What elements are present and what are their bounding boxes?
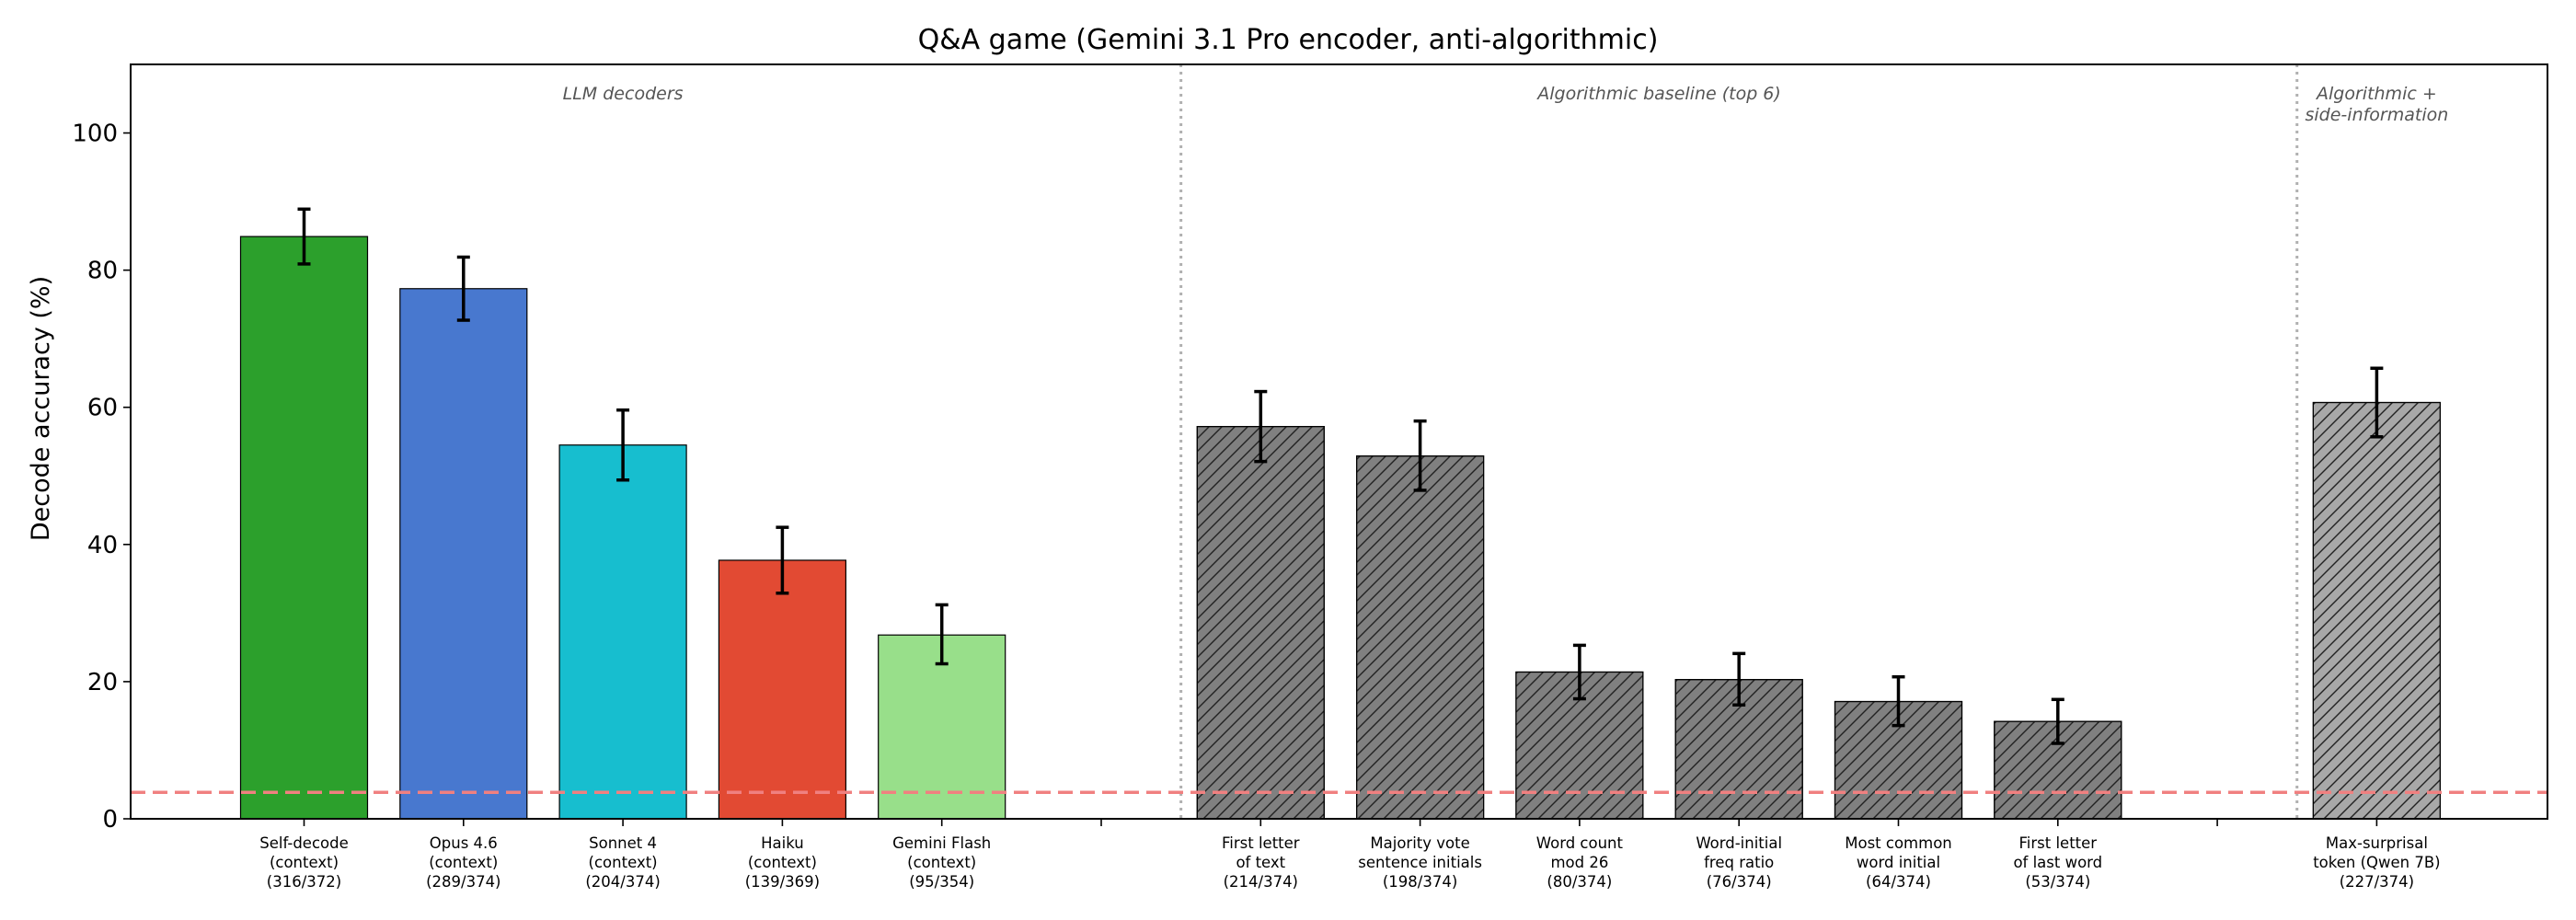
y-tick-label: 0 <box>102 806 118 834</box>
x-tick-label: Haiku (context) (139/369) <box>745 834 820 891</box>
bar <box>558 444 687 820</box>
bar-hatch <box>1196 426 1325 820</box>
x-tick-label: Max-surprisal token (Qwen 7B) (227/374) <box>2313 834 2440 891</box>
bar <box>399 288 528 820</box>
bar <box>239 236 369 820</box>
y-tick-label: 80 <box>87 258 118 285</box>
x-tick-label: First letter of text (214/374) <box>1222 834 1300 891</box>
y-tick-label: 100 <box>72 121 118 148</box>
x-tick-label: Most common word initial (64/374) <box>1845 834 1952 891</box>
x-tick-label: Word count mod 26 (80/374) <box>1536 834 1624 891</box>
group-label: Algorithmic baseline (top 6) <box>1535 84 1781 104</box>
group-label: LLM decoders <box>563 84 684 104</box>
bar-hatch <box>1355 455 1485 820</box>
plot-frame <box>130 63 2548 820</box>
x-tick-label: Word-initial freq ratio (76/374) <box>1696 834 1782 891</box>
bar <box>878 634 1006 820</box>
x-tick-label: Self-decode (context) (316/372) <box>259 834 349 891</box>
y-axis-label: Decode accuracy (%) <box>27 276 55 541</box>
x-tick-label: Majority vote sentence initials (198/374) <box>1358 834 1482 891</box>
x-tick-label: Gemini Flash (context) (95/354) <box>892 834 991 891</box>
x-tick-label: Opus 4.6 (context) (289/374) <box>426 834 500 891</box>
bar <box>718 559 847 820</box>
x-tick-label: First letter of last word (53/374) <box>2013 834 2102 891</box>
chart-title: Q&A game (Gemini 3.1 Pro encoder, anti-a… <box>918 24 1659 56</box>
y-tick-label: 20 <box>87 669 118 696</box>
y-tick-label: 40 <box>87 532 118 559</box>
group-label: Algorithmic + side-information <box>2306 84 2449 125</box>
x-tick-label: Sonnet 4 (context) (204/374) <box>585 834 660 891</box>
bar-hatch <box>2312 401 2441 820</box>
y-tick-label: 60 <box>87 395 118 422</box>
